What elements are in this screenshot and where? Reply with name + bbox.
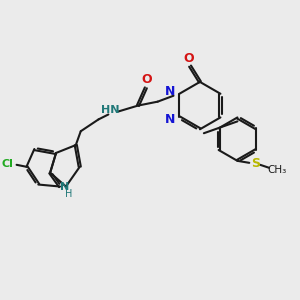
Text: H: H xyxy=(65,189,73,200)
Text: N: N xyxy=(165,113,176,126)
Text: N: N xyxy=(60,182,70,193)
Text: CH₃: CH₃ xyxy=(267,165,286,175)
Text: HN: HN xyxy=(101,104,120,115)
Text: Cl: Cl xyxy=(2,159,14,169)
Text: O: O xyxy=(142,74,152,86)
Text: O: O xyxy=(184,52,194,65)
Text: S: S xyxy=(251,157,260,170)
Text: N: N xyxy=(165,85,176,98)
